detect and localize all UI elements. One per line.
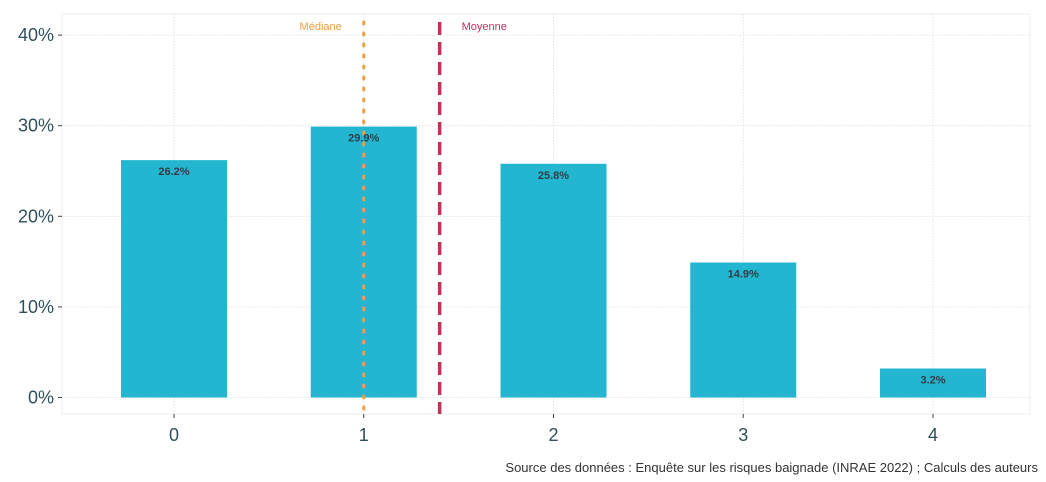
x-tick-label-3: 3 (738, 425, 748, 445)
y-tick-label-20: 20% (18, 206, 54, 226)
x-tick-label-1: 1 (359, 425, 369, 445)
reference-lines: Médiane Moyenne (300, 20, 507, 416)
x-axis-ticks: 0 1 2 3 4 (169, 414, 938, 445)
mediane-label: Médiane (300, 21, 342, 33)
data-label-4: 3.2% (920, 375, 945, 387)
y-tick-label-30: 30% (18, 116, 54, 136)
source-caption: Source des données : Enquête sur les ris… (505, 460, 1038, 475)
bar-0 (121, 160, 227, 398)
bar-4 (880, 368, 986, 398)
y-tick-label-0: 0% (28, 388, 54, 408)
bars (121, 126, 986, 398)
moyenne-label: Moyenne (462, 21, 507, 33)
data-labels: 26.2% 29.9% 25.8% 14.9% 3.2% (158, 133, 945, 387)
plot-border (61, 13, 1031, 415)
y-tick-label-40: 40% (18, 25, 54, 45)
x-tick-label-0: 0 (169, 425, 179, 445)
y-axis-ticks: 0% 10% 20% 30% 40% (18, 25, 62, 408)
y-tick-label-10: 10% (18, 297, 54, 317)
x-tick-label-4: 4 (928, 425, 938, 445)
data-label-2: 25.8% (538, 170, 569, 182)
data-label-0: 26.2% (158, 166, 189, 178)
data-label-3: 14.9% (728, 269, 759, 281)
x-tick-label-2: 2 (548, 425, 558, 445)
data-label-1: 29.9% (348, 133, 379, 145)
bar-2 (500, 163, 607, 398)
bar-3 (690, 262, 797, 398)
